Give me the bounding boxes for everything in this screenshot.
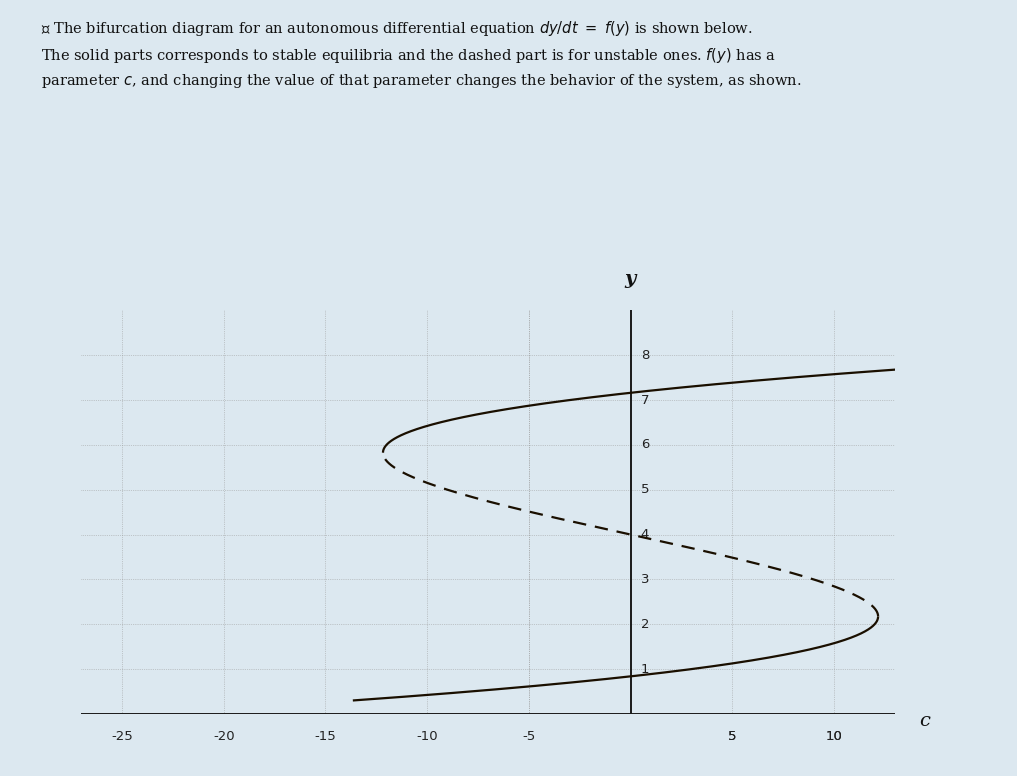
Text: -15: -15 [314, 729, 337, 743]
Text: 5: 5 [641, 483, 649, 496]
Text: 6: 6 [641, 438, 649, 452]
Text: 7: 7 [641, 393, 649, 407]
Text: -5: -5 [522, 729, 536, 743]
Text: 5: 5 [728, 729, 736, 743]
Text: ② The bifurcation diagram for an autonomous differential equation $dy/dt\ =\ f(y: ② The bifurcation diagram for an autonom… [41, 19, 801, 90]
Text: 10: 10 [826, 729, 842, 743]
Text: y: y [624, 270, 637, 288]
Text: 2: 2 [641, 618, 649, 631]
Text: 5: 5 [728, 729, 736, 743]
Text: -25: -25 [111, 729, 133, 743]
Text: 10: 10 [826, 729, 842, 743]
Text: 8: 8 [641, 348, 649, 362]
Text: 4: 4 [641, 528, 649, 541]
Text: 3: 3 [641, 573, 649, 586]
Text: c: c [919, 712, 931, 729]
Text: -10: -10 [416, 729, 438, 743]
Text: -20: -20 [213, 729, 235, 743]
Text: 1: 1 [641, 663, 649, 676]
